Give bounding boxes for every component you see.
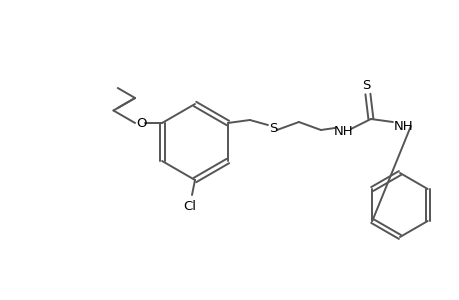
Text: Cl: Cl — [183, 200, 196, 212]
Text: O: O — [135, 116, 146, 130]
Text: S: S — [268, 122, 276, 134]
Text: NH: NH — [393, 119, 413, 133]
Text: NH: NH — [333, 124, 353, 137]
Text: S: S — [361, 79, 369, 92]
